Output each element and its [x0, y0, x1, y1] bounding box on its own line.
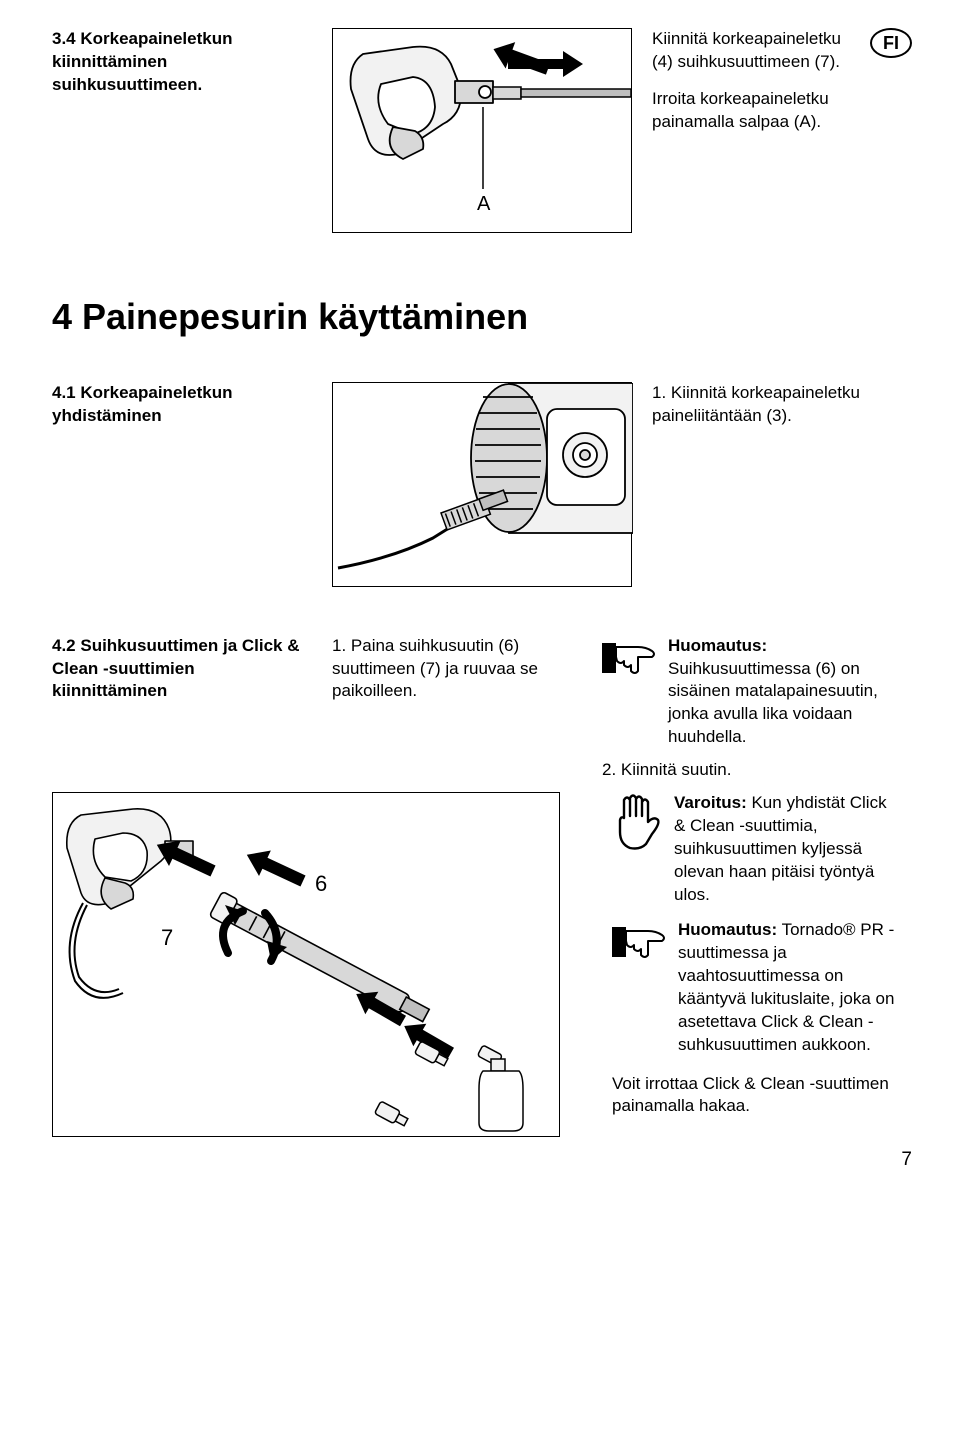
sec42-note1: Huomautus: Suihkusuuttimessa (6) on sisä… — [602, 635, 882, 750]
sec42-note2: Huomautus: Tornado® PR -suuttimessa ja v… — [612, 919, 900, 1057]
sec42-warn-lead: Varoitus: — [674, 793, 747, 812]
sec34-a-label: A — [477, 191, 490, 218]
sec42-heading: 4.2 Suihkusuuttimen ja Click & Clean -su… — [52, 635, 312, 704]
sec42-note2-text: Huomautus: Tornado® PR -suuttimessa ja v… — [678, 919, 900, 1057]
section-4-2-top: 4.2 Suihkusuuttimen ja Click & Clean -su… — [52, 635, 912, 783]
sec42-p2: 2. Kiinnitä suutin. — [602, 759, 882, 782]
section-4-1: 4.1 Korkeapaineletkun yhdistäminen — [52, 382, 912, 587]
pointing-hand-icon — [612, 919, 668, 965]
sec42-note2-rest: Tornado® PR -suuttimessa ja vaahtosuutti… — [678, 920, 894, 1054]
sec34-p2: Irroita korkeapaineletku painamalla salp… — [652, 88, 850, 134]
sec41-heading: 4.1 Korkeapaineletkun yhdistäminen — [52, 382, 312, 428]
sec34-diagram: A — [332, 28, 632, 233]
sec34-heading: 3.4 Korkeapaineletkun kiinnittäminen sui… — [52, 28, 312, 97]
sec34-p1: Kiinnitä korkeapaineletku (4) suihkusuut… — [652, 28, 850, 74]
sec42-note1-text: Huomautus: Suihkusuuttimessa (6) on sisä… — [668, 635, 882, 750]
sec42-label-6: 6 — [315, 869, 327, 899]
language-badge: FI — [870, 28, 912, 58]
sec42-diagram: 7 6 — [52, 792, 560, 1137]
sec41-text-col: 1. Kiinnitä korkeapaineletku paineliitän… — [652, 382, 912, 428]
stop-hand-icon — [612, 792, 664, 852]
page-number: 7 — [52, 1147, 912, 1173]
pointing-hand-icon — [602, 635, 658, 681]
sec42-label-7: 7 — [161, 923, 173, 953]
section-3-4: 3.4 Korkeapaineletkun kiinnittäminen sui… — [52, 28, 912, 233]
sec42-p1-col: 1. Paina suihkusuutin (6) suuttimeen (7)… — [332, 635, 582, 704]
sec42-diagram-wrap: 7 6 — [52, 792, 592, 1137]
sec42-note1-lead: Huomautus: — [668, 636, 767, 655]
sec41-p1: 1. Kiinnitä korkeapaineletku paineliitän… — [652, 382, 912, 428]
section-4-2-bottom: 7 6 Varoitus: Kun yhdistät Click & Clean… — [52, 792, 912, 1137]
sec34-text-col: Kiinnitä korkeapaineletku (4) suihkusuut… — [652, 28, 850, 134]
sec42-right-col-top: Huomautus: Suihkusuuttimessa (6) on sisä… — [602, 635, 882, 783]
sec42-note2-lead: Huomautus: — [678, 920, 777, 939]
sec42-p3: Voit irrottaa Click & Clean -suuttimen p… — [612, 1073, 900, 1119]
sec42-warning: Varoitus: Kun yhdistät Click & Clean -su… — [612, 792, 900, 907]
sec42-note1-rest: Suihkusuuttimessa (6) on sisäinen matala… — [668, 659, 878, 747]
sec41-diagram — [332, 382, 632, 587]
sec42-right-col-bottom: Varoitus: Kun yhdistät Click & Clean -su… — [612, 792, 900, 1118]
sec42-warning-text: Varoitus: Kun yhdistät Click & Clean -su… — [674, 792, 900, 907]
section-4-title: 4 Painepesurin käyttäminen — [52, 293, 912, 342]
sec42-p1: 1. Paina suihkusuutin (6) suuttimeen (7)… — [332, 635, 582, 704]
